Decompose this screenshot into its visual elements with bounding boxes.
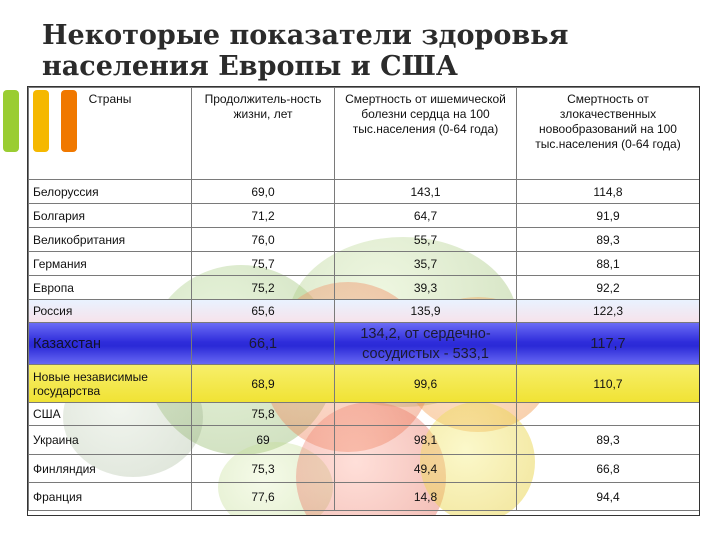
table-row: Германия 75,7 35,7 88,1 bbox=[28, 251, 699, 276]
country-cell: Великобритания bbox=[28, 227, 192, 252]
header-country: Страны bbox=[28, 87, 192, 180]
header-ischemic-mortality: Смертность от ишемической болезни сердца… bbox=[334, 87, 517, 180]
life-cell: 76,0 bbox=[191, 227, 335, 252]
country-cell: Россия bbox=[28, 299, 192, 323]
life-cell: 69,0 bbox=[191, 179, 335, 204]
life-cell: 75,8 bbox=[191, 402, 335, 426]
ischemic-cell: 135,9 bbox=[334, 299, 517, 323]
life-cell: 71,2 bbox=[191, 203, 335, 228]
cancer-cell: 94,4 bbox=[516, 482, 699, 511]
slide-title: Некоторые показатели здоровья населения … bbox=[42, 20, 568, 82]
country-cell: Германия bbox=[28, 251, 192, 276]
slide-title-line-2: населения Европы и США bbox=[42, 51, 458, 82]
ischemic-cell: 134,2, от сердечно-сосудистых - 533,1 bbox=[334, 322, 517, 365]
cancer-cell: 88,1 bbox=[516, 251, 699, 276]
cancer-cell: 92,2 bbox=[516, 275, 699, 300]
country-cell: США bbox=[28, 402, 192, 426]
country-cell: Франция bbox=[28, 482, 192, 511]
cancer-cell: 122,3 bbox=[516, 299, 699, 323]
country-cell: Белоруссия bbox=[28, 179, 192, 204]
table-row-russia: Россия 65,6 135,9 122,3 bbox=[28, 299, 699, 323]
table-row: Болгария 71,2 64,7 91,9 bbox=[28, 203, 699, 228]
life-cell: 75,2 bbox=[191, 275, 335, 300]
country-cell: Новые независимые государства bbox=[28, 364, 192, 403]
table-row-nis: Новые независимые государства 68,9 99,6 … bbox=[28, 364, 699, 403]
ischemic-cell: 49,4 bbox=[334, 454, 517, 483]
ischemic-cell: 55,7 bbox=[334, 227, 517, 252]
slide-title-line-1: Некоторые показатели здоровья bbox=[42, 20, 569, 51]
country-cell: Украина bbox=[28, 425, 192, 455]
life-cell: 66,1 bbox=[191, 322, 335, 365]
health-table-container: Страны Продолжитель-ность жизни, лет Сме… bbox=[27, 86, 700, 516]
country-cell: Болгария bbox=[28, 203, 192, 228]
decor-bar-green bbox=[3, 90, 19, 152]
ischemic-cell bbox=[334, 402, 517, 426]
country-cell: Европа bbox=[28, 275, 192, 300]
cancer-cell: 114,8 bbox=[516, 179, 699, 204]
cancer-cell: 66,8 bbox=[516, 454, 699, 483]
table-row: Европа 75,2 39,3 92,2 bbox=[28, 275, 699, 300]
table-row: США 75,8 bbox=[28, 402, 699, 426]
table-row: Украина 69 98,1 89,3 bbox=[28, 425, 699, 455]
country-cell: Казахстан bbox=[28, 322, 192, 365]
table-row: Финляндия 75,3 49,4 66,8 bbox=[28, 454, 699, 483]
life-cell: 65,6 bbox=[191, 299, 335, 323]
table-header-row: Страны Продолжитель-ность жизни, лет Сме… bbox=[28, 87, 699, 180]
ischemic-cell: 14,8 bbox=[334, 482, 517, 511]
life-cell: 69 bbox=[191, 425, 335, 455]
table-row: Великобритания 76,0 55,7 89,3 bbox=[28, 227, 699, 252]
cancer-cell: 89,3 bbox=[516, 425, 699, 455]
table-row: Франция 77,6 14,8 94,4 bbox=[28, 482, 699, 511]
life-cell: 68,9 bbox=[191, 364, 335, 403]
cancer-cell: 91,9 bbox=[516, 203, 699, 228]
ischemic-cell: 64,7 bbox=[334, 203, 517, 228]
header-cancer-mortality: Смертность от злокачественных новообразо… bbox=[516, 87, 699, 180]
life-cell: 75,3 bbox=[191, 454, 335, 483]
ischemic-cell: 143,1 bbox=[334, 179, 517, 204]
cancer-cell: 117,7 bbox=[516, 322, 699, 365]
ischemic-cell: 99,6 bbox=[334, 364, 517, 403]
cancer-cell bbox=[516, 402, 699, 426]
country-cell: Финляндия bbox=[28, 454, 192, 483]
header-life-expectancy: Продолжитель-ность жизни, лет bbox=[191, 87, 335, 180]
cancer-cell: 89,3 bbox=[516, 227, 699, 252]
life-cell: 77,6 bbox=[191, 482, 335, 511]
ischemic-cell: 98,1 bbox=[334, 425, 517, 455]
ischemic-cell-text: 134,2, от сердечно-сосудистых - 533,1 bbox=[360, 325, 491, 362]
health-indicators-table: Страны Продолжитель-ность жизни, лет Сме… bbox=[28, 87, 699, 511]
ischemic-cell: 35,7 bbox=[334, 251, 517, 276]
cancer-cell: 110,7 bbox=[516, 364, 699, 403]
table-row: Белоруссия 69,0 143,1 114,8 bbox=[28, 179, 699, 204]
table-row-kazakhstan: Казахстан 66,1 134,2, от сердечно-сосуди… bbox=[28, 322, 699, 365]
ischemic-cell: 39,3 bbox=[334, 275, 517, 300]
life-cell: 75,7 bbox=[191, 251, 335, 276]
